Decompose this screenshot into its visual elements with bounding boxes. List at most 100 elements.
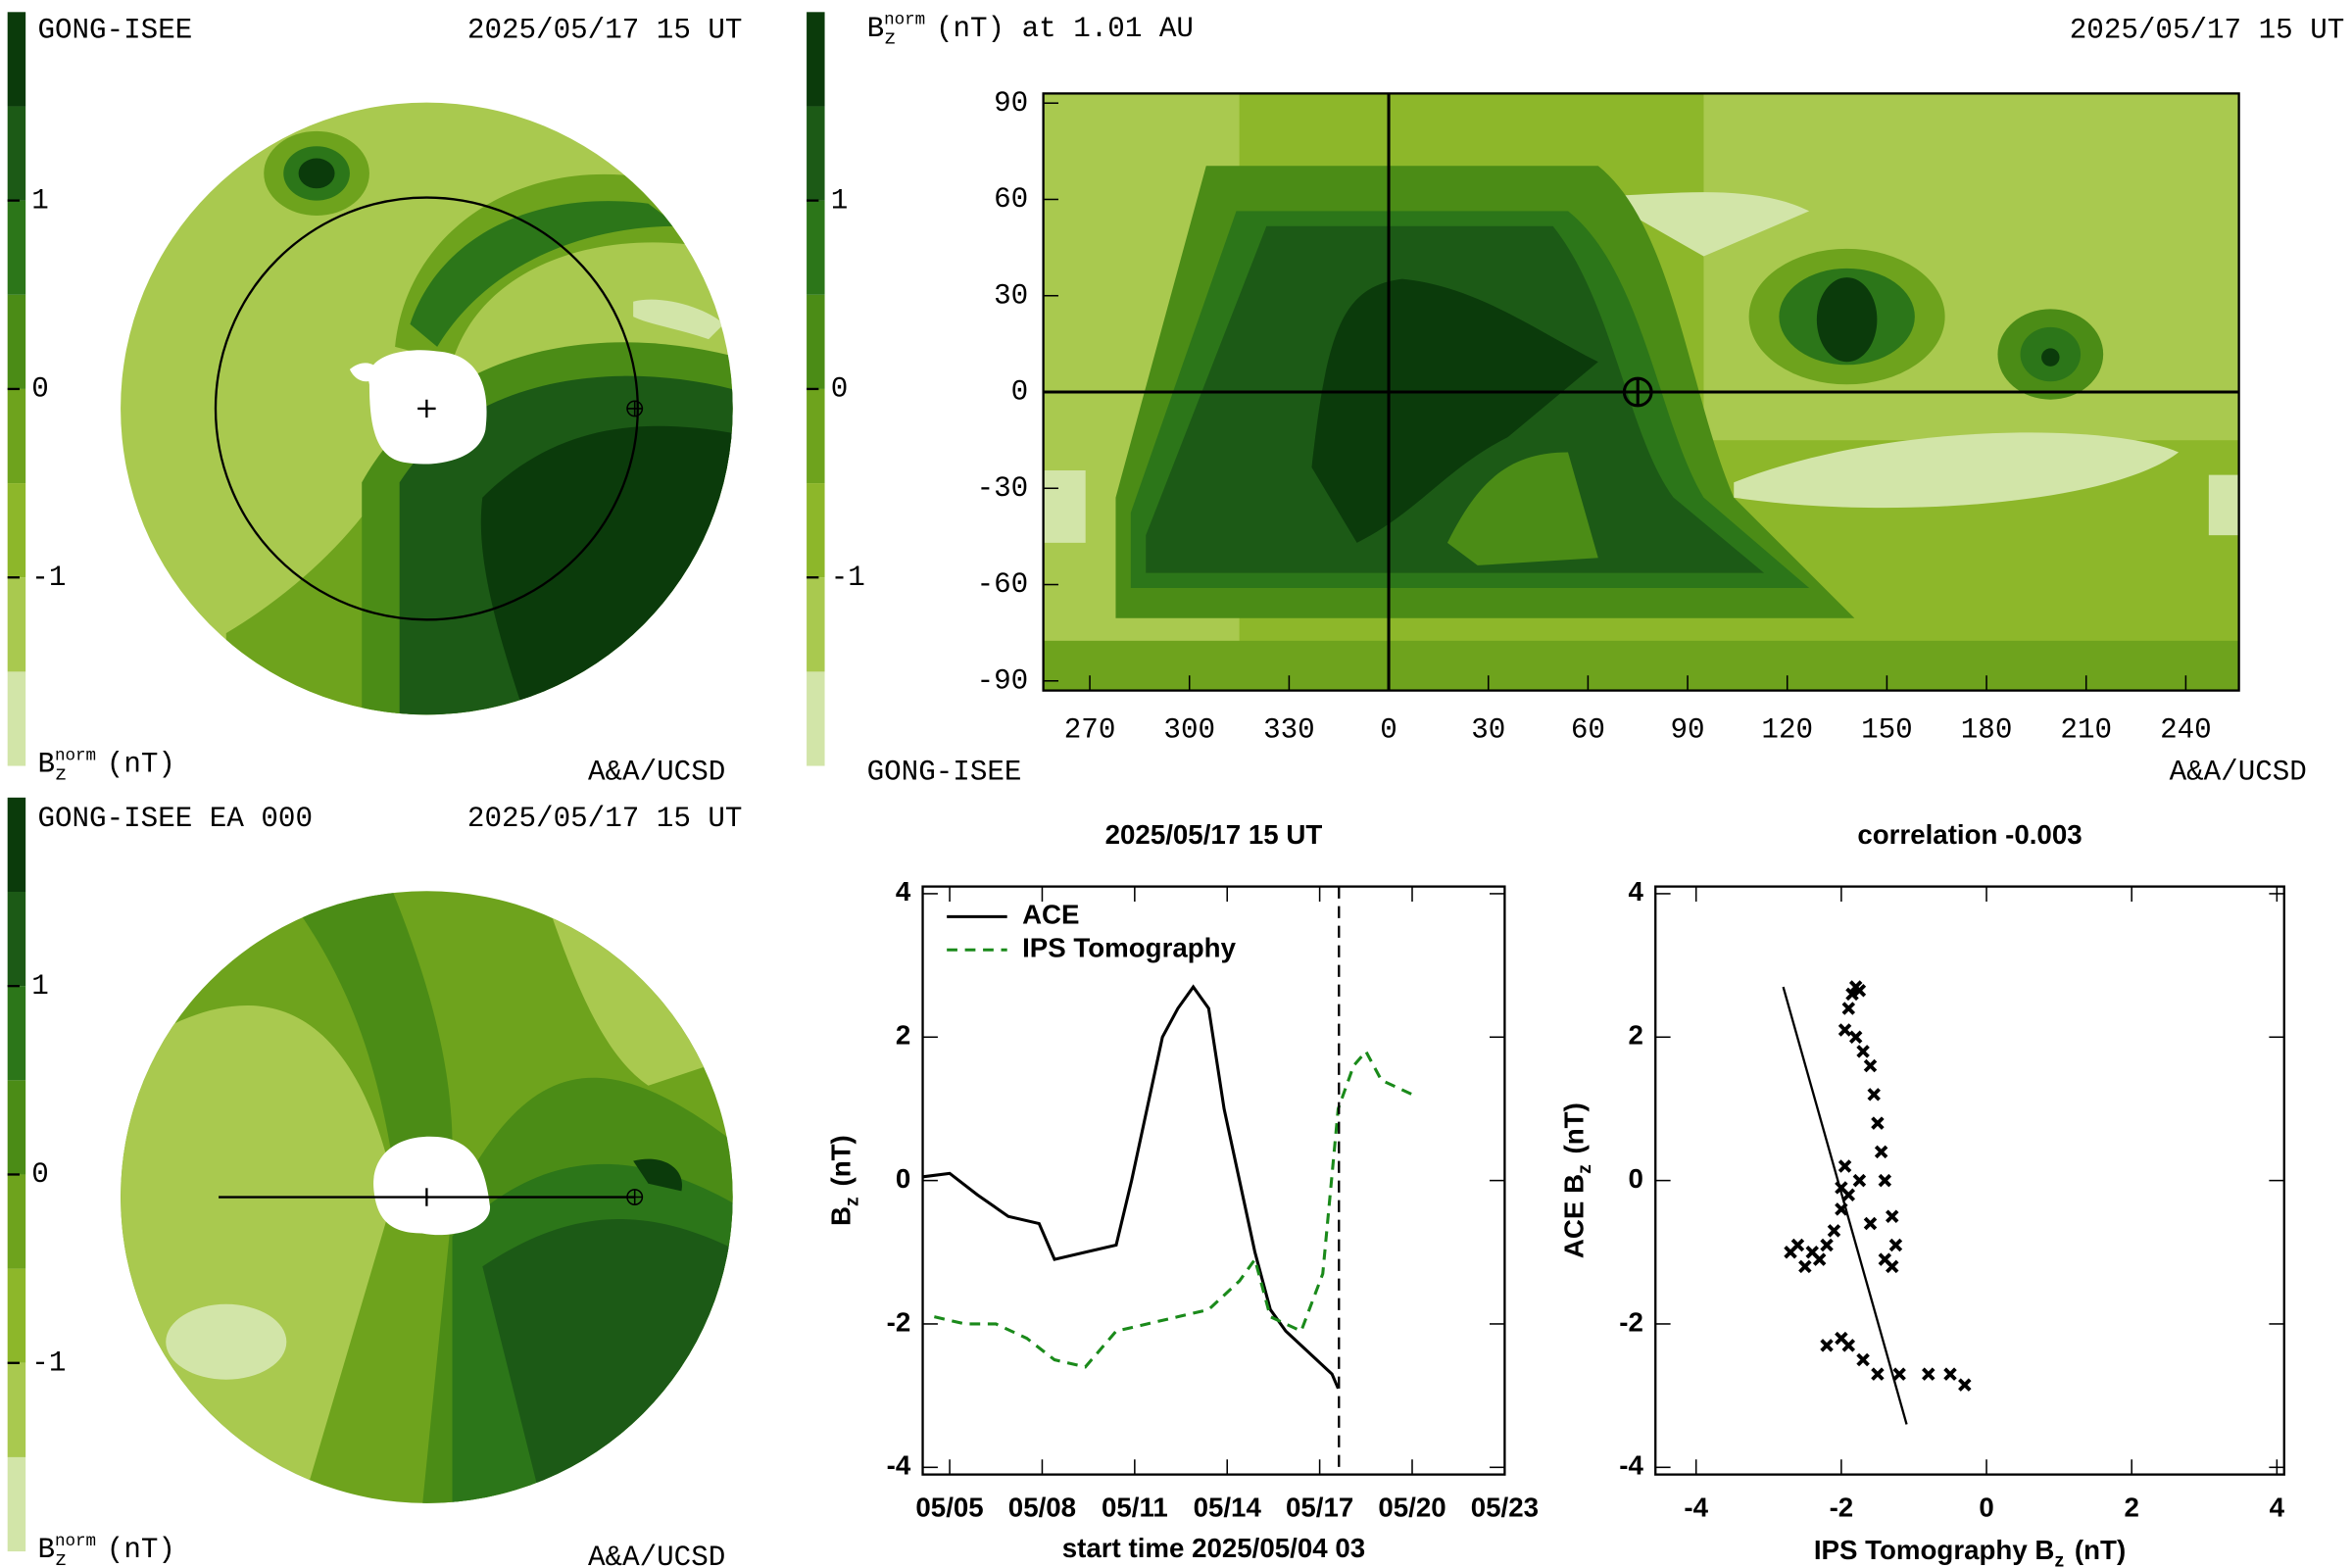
x-tick-label: 4 — [2270, 1492, 2285, 1522]
series-line — [921, 984, 1340, 1390]
x-tick-label: 270 — [1064, 713, 1116, 746]
colorbar-swatch — [7, 294, 26, 389]
x-tick-label: 300 — [1163, 713, 1215, 746]
x-tick-label: 05/11 — [1102, 1492, 1168, 1522]
colorbar-label-sup: norm — [55, 746, 96, 765]
colorbar-swatch — [807, 12, 825, 107]
colorbar-label-sup: norm — [55, 1532, 96, 1551]
colorbar-swatch — [7, 1268, 26, 1363]
x-tick-label: 180 — [1961, 713, 2013, 746]
colorbar-swatch — [807, 294, 825, 389]
scatter-point — [1958, 1378, 1972, 1392]
y-tick-label: -90 — [977, 665, 1029, 698]
scatter-point — [1878, 1252, 1892, 1266]
x-tick-label: 120 — [1761, 713, 1813, 746]
y-axis-label-unit: (nT) — [1558, 1102, 1589, 1153]
earth-marker — [626, 1189, 644, 1206]
y-tick-label: -60 — [977, 568, 1029, 601]
scatter-point — [1888, 1238, 1903, 1252]
panel-title: correlation -0.003 — [1857, 819, 2082, 850]
colorbar-label-unit: (nT) — [107, 749, 175, 781]
y-tick-label: 0 — [896, 1163, 910, 1194]
scatter-point — [1798, 1259, 1812, 1274]
x-axis-label-unit: (nT) — [2075, 1535, 2126, 1565]
colorbar-swatch — [7, 797, 26, 892]
colorbar-swatch — [7, 388, 26, 484]
y-tick-label: -2 — [887, 1306, 911, 1337]
colorbar-tick-label: 1 — [31, 970, 49, 1003]
panel-source: GONG-ISEE — [867, 756, 1022, 788]
colorbar-swatch — [807, 388, 825, 484]
y-tick-label: -4 — [1619, 1450, 1643, 1481]
colorbar-swatch — [7, 1174, 26, 1269]
colorbar-swatch — [7, 892, 26, 987]
colorbar-label-sub: z — [55, 763, 67, 786]
colorbar-swatch — [807, 483, 825, 578]
colorbar-tick-label: 0 — [831, 373, 849, 406]
x-tick-label: 05/23 — [1471, 1492, 1539, 1522]
scatter-point — [1848, 1030, 1863, 1045]
scatter-point — [1863, 1058, 1878, 1073]
scatter-point — [1871, 1367, 1885, 1381]
colorbar-swatch — [807, 106, 825, 201]
y-axis-label-base: ACE B — [1558, 1174, 1589, 1258]
scatter-point — [1841, 1002, 1856, 1015]
colorbar-swatch — [807, 671, 825, 766]
scatter-point — [1863, 1216, 1878, 1231]
colorbar-swatch — [7, 483, 26, 578]
x-axis-label: start time 2025/05/04 03 — [1062, 1533, 1365, 1563]
scatter-point — [1874, 1145, 1888, 1159]
x-tick-label: 0 — [1979, 1492, 1993, 1522]
scatter-point — [1852, 1173, 1867, 1188]
x-axis-label: IPS Tomography Bz (nT) — [1814, 1535, 2126, 1568]
y-axis-label-sub: z — [1574, 1164, 1595, 1174]
x-tick-label: 150 — [1861, 713, 1913, 746]
colorbar-swatch — [7, 577, 26, 672]
colorbar-tick-label: 1 — [31, 184, 49, 217]
y-tick-label: 0 — [1011, 376, 1029, 409]
x-tick-label: 90 — [1671, 713, 1705, 746]
y-tick-label: 90 — [994, 87, 1028, 120]
colorbar-label: Bznorm (nT) — [37, 746, 174, 786]
colorbar-label-unit: (nT) — [107, 1534, 175, 1566]
scatter-point — [1871, 1116, 1885, 1130]
panel-credit: A&A/UCSD — [2170, 756, 2307, 788]
colorbar-swatch — [7, 1080, 26, 1175]
panel-credit: A&A/UCSD — [588, 1542, 725, 1568]
earth-cross — [1624, 378, 1652, 406]
scatter-point — [1852, 983, 1867, 998]
colorbar-swatch — [7, 671, 26, 766]
x-tick-label: 210 — [2060, 713, 2112, 746]
colorbar-swatch — [807, 200, 825, 295]
legend-label: ACE — [1022, 900, 1079, 930]
x-axis-label-sub: z — [2054, 1549, 2064, 1568]
x-tick-label: -4 — [1684, 1492, 1708, 1522]
y-tick-label: 30 — [994, 279, 1028, 312]
y-axis-label: Bz (nT) — [826, 1135, 863, 1226]
panel-title-sup: norm — [884, 11, 925, 30]
scatter-point — [1885, 1209, 1899, 1223]
colorbar-tick-label: 0 — [31, 1158, 49, 1191]
colorbar-tick-label: 0 — [31, 373, 49, 406]
x-tick-label: 60 — [1571, 713, 1605, 746]
colorbar-swatch — [7, 106, 26, 201]
colorbar-label-sub: z — [55, 1549, 67, 1568]
colorbar-swatch — [807, 577, 825, 672]
colorbar-tick-label: -1 — [31, 1347, 66, 1379]
panel-title-base: B — [867, 13, 885, 45]
x-axis-label-base: IPS Tomography B — [1814, 1535, 2055, 1565]
colorbar-tick-label: -1 — [31, 562, 66, 594]
scatter-point — [1812, 1252, 1827, 1266]
x-tick-label: -2 — [1830, 1492, 1854, 1522]
scatter-point — [1856, 1352, 1870, 1367]
scatter-point — [1856, 1045, 1870, 1058]
panel-credit: A&A/UCSD — [588, 756, 725, 788]
scatter-point — [1820, 1339, 1834, 1352]
y-axis-label: ACE Bz (nT) — [1558, 1102, 1595, 1258]
panel-date: 2025/05/17 15 UT — [2070, 14, 2345, 46]
y-tick-label: -2 — [1619, 1306, 1643, 1337]
scatter-point — [1841, 1339, 1856, 1352]
colorbar-label: Bznorm (nT) — [37, 1532, 174, 1568]
